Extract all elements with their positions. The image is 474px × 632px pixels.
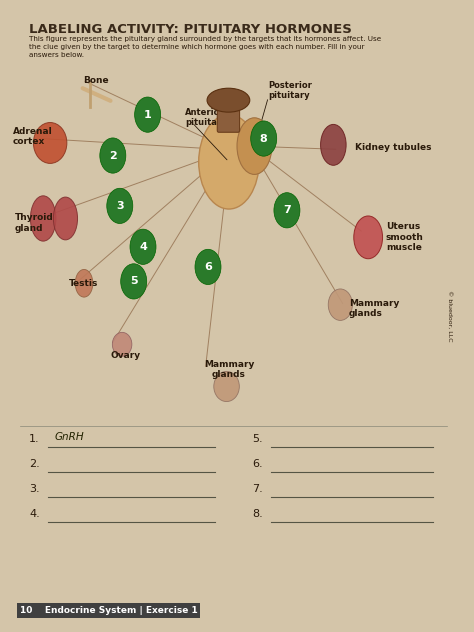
Circle shape: [107, 188, 133, 224]
Text: Mammary
glands: Mammary glands: [349, 299, 399, 318]
Text: 3: 3: [116, 201, 124, 211]
Text: 8.: 8.: [252, 509, 263, 520]
Text: 5: 5: [130, 276, 137, 286]
Circle shape: [130, 229, 156, 264]
Text: 1.: 1.: [29, 434, 40, 444]
Text: LABELING ACTIVITY: PITUITARY HORMONES: LABELING ACTIVITY: PITUITARY HORMONES: [29, 23, 352, 37]
Ellipse shape: [199, 114, 259, 209]
Text: Ovary: Ovary: [110, 351, 141, 360]
Text: 2: 2: [109, 150, 117, 161]
Text: 7.: 7.: [252, 484, 263, 494]
Text: 3.: 3.: [29, 484, 40, 494]
Text: Bone: Bone: [82, 76, 108, 85]
Text: 4.: 4.: [29, 509, 40, 520]
Text: Thyroid
gland: Thyroid gland: [14, 213, 53, 233]
Ellipse shape: [237, 118, 272, 174]
Ellipse shape: [54, 197, 78, 240]
Ellipse shape: [328, 289, 352, 320]
Circle shape: [251, 121, 277, 156]
Text: GnRH: GnRH: [55, 432, 84, 442]
Text: Kidney tubules: Kidney tubules: [355, 143, 432, 152]
Text: Mammary
glands: Mammary glands: [204, 360, 254, 379]
Text: 2.: 2.: [29, 459, 40, 469]
Text: 10    Endocrine System | Exercise 1: 10 Endocrine System | Exercise 1: [20, 606, 198, 615]
Ellipse shape: [354, 216, 383, 258]
Ellipse shape: [112, 332, 132, 356]
Ellipse shape: [30, 196, 56, 241]
Ellipse shape: [214, 372, 239, 401]
Text: Posterior
pituitary: Posterior pituitary: [268, 81, 312, 100]
Circle shape: [135, 97, 161, 132]
Text: Uterus
smooth
muscle: Uterus smooth muscle: [386, 222, 424, 252]
FancyBboxPatch shape: [217, 92, 239, 132]
Text: 4: 4: [139, 242, 147, 252]
Text: 5.: 5.: [252, 434, 263, 444]
Text: 6.: 6.: [252, 459, 263, 469]
Text: This figure represents the pituitary gland surrounded by the targets that its ho: This figure represents the pituitary gla…: [29, 36, 382, 58]
Text: 7: 7: [283, 205, 291, 216]
Ellipse shape: [320, 125, 346, 166]
Circle shape: [274, 193, 300, 228]
Ellipse shape: [34, 123, 67, 164]
Text: 8: 8: [260, 133, 268, 143]
Text: Adrenal
cortex: Adrenal cortex: [13, 127, 53, 147]
Text: 1: 1: [144, 109, 152, 119]
Text: Testis: Testis: [69, 279, 98, 288]
Text: 6: 6: [204, 262, 212, 272]
Circle shape: [121, 264, 147, 299]
Circle shape: [195, 249, 221, 284]
Text: © bluedoor, LLC: © bluedoor, LLC: [447, 290, 452, 342]
Ellipse shape: [75, 269, 93, 297]
Circle shape: [100, 138, 126, 173]
Text: Anterior
pituitary: Anterior pituitary: [185, 108, 227, 128]
Ellipse shape: [207, 88, 250, 112]
